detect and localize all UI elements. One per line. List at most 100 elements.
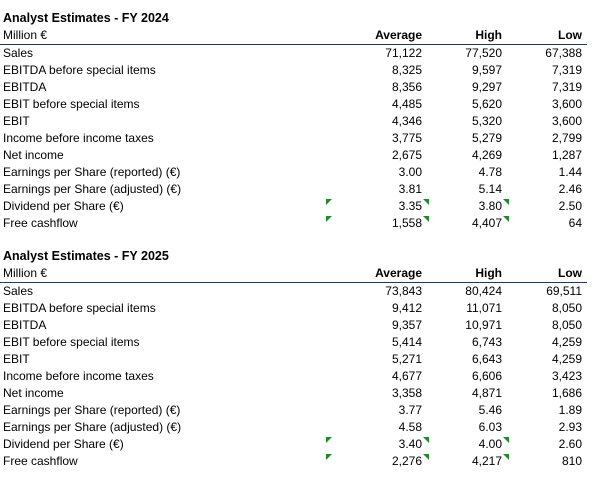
cell-high[interactable]: 11,071 [466,301,502,315]
cell-average[interactable]: 2,675 [391,148,422,162]
row-label[interactable]: Net income [3,386,64,400]
cell-low[interactable]: 1.89 [558,403,582,417]
cell-high[interactable]: 77,520 [465,46,502,60]
cell-high[interactable]: 10,971 [465,318,502,332]
row-label[interactable]: EBITDA before special items [3,63,156,77]
unit-label[interactable]: Million € [3,266,48,280]
cell-average[interactable]: 9,412 [391,301,422,315]
row-label[interactable]: EBITDA before special items [3,301,156,315]
cell-high[interactable]: 4.78 [478,165,502,179]
row-label[interactable]: Income before income taxes [3,131,154,145]
cell-high[interactable]: 4,217 [471,454,502,468]
cell-low[interactable]: 3,600 [551,97,582,111]
cell-high[interactable]: 4,871 [471,386,502,400]
cell-average[interactable]: 1,558 [391,216,422,230]
cell-low[interactable]: 7,319 [551,80,582,94]
cell-high[interactable]: 5,320 [471,114,502,128]
cell-low[interactable]: 3,423 [551,369,582,383]
header-average[interactable]: Average [375,266,422,280]
cell-low[interactable]: 2.50 [558,199,582,213]
cell-low[interactable]: 8,050 [551,318,582,332]
row-label[interactable]: Earnings per Share (adjusted) (€) [3,420,182,434]
cell-average[interactable]: 3.00 [398,165,422,179]
row-label[interactable]: EBIT before special items [3,335,140,349]
cell-high[interactable]: 6,743 [471,335,502,349]
cell-average[interactable]: 4,346 [391,114,422,128]
cell-high[interactable]: 3.80 [478,199,502,213]
cell-average[interactable]: 5,414 [391,335,422,349]
cell-average[interactable]: 73,843 [385,284,422,298]
header-average[interactable]: Average [375,28,422,42]
row-label[interactable]: Earnings per Share (adjusted) (€) [3,182,182,196]
cell-low[interactable]: 2.46 [558,182,582,196]
cell-average[interactable]: 3,358 [391,386,422,400]
cell-low[interactable]: 7,319 [551,63,582,77]
cell-low[interactable]: 2.60 [558,437,582,451]
cell-high[interactable]: 80,424 [465,284,502,298]
row-label[interactable]: Earnings per Share (reported) (€) [3,403,181,417]
row-label[interactable]: Dividend per Share (€) [3,437,124,451]
cell-low[interactable]: 810 [561,454,582,468]
cell-average[interactable]: 3,775 [391,131,422,145]
cell-high[interactable]: 5.46 [478,403,502,417]
cell-low[interactable]: 3,600 [551,114,582,128]
row-label[interactable]: Sales [3,46,34,60]
row-label[interactable]: Free cashflow [3,454,78,468]
cell-high[interactable]: 6.03 [478,420,502,434]
cell-high[interactable]: 4,407 [471,216,502,230]
table-row: Net income 3,358 4,871 1,686 [0,385,597,402]
cell-average[interactable]: 71,122 [385,46,422,60]
cell-average[interactable]: 9,357 [391,318,422,332]
cell-average[interactable]: 3.77 [398,403,422,417]
table-row: Dividend per Share (€) 3.35 3.80 2.50 [0,198,597,215]
header-high[interactable]: High [475,266,502,280]
cell-low[interactable]: 1,686 [551,386,582,400]
header-high[interactable]: High [475,28,502,42]
cell-average[interactable]: 2,276 [391,454,422,468]
row-label[interactable]: Dividend per Share (€) [3,199,124,213]
cell-high[interactable]: 9,597 [471,63,502,77]
table-title[interactable]: Analyst Estimates - FY 2024 [3,11,169,25]
cell-low[interactable]: 4,259 [551,352,582,366]
cell-high[interactable]: 5,279 [471,131,502,145]
row-label[interactable]: EBITDA [3,80,47,94]
cell-high[interactable]: 5.14 [478,182,502,196]
table-title[interactable]: Analyst Estimates - FY 2025 [3,249,169,263]
cell-average[interactable]: 8,325 [391,63,422,77]
cell-low[interactable]: 69,511 [546,284,582,298]
cell-low[interactable]: 1,287 [551,148,582,162]
row-label[interactable]: Sales [3,284,34,298]
cell-low[interactable]: 67,388 [545,46,582,60]
unit-label[interactable]: Million € [3,28,48,42]
cell-low[interactable]: 2.93 [558,420,582,434]
cell-average[interactable]: 3.81 [398,182,422,196]
cell-average[interactable]: 4,485 [391,97,422,111]
cell-low[interactable]: 64 [568,216,582,230]
cell-high[interactable]: 6,606 [471,369,502,383]
cell-average[interactable]: 8,356 [391,80,422,94]
header-low[interactable]: Low [558,28,582,42]
row-label[interactable]: EBIT [3,114,30,128]
row-label[interactable]: EBITDA [3,318,47,332]
row-label[interactable]: EBIT before special items [3,97,140,111]
row-label[interactable]: Income before income taxes [3,369,154,383]
row-label[interactable]: Net income [3,148,64,162]
cell-average[interactable]: 4.58 [398,420,422,434]
row-label[interactable]: EBIT [3,352,30,366]
cell-high[interactable]: 4,269 [471,148,502,162]
cell-average[interactable]: 4,677 [391,369,422,383]
cell-average[interactable]: 3.40 [398,437,422,451]
cell-average[interactable]: 3.35 [398,199,422,213]
cell-low[interactable]: 4,259 [551,335,582,349]
cell-high[interactable]: 9,297 [471,80,502,94]
cell-high[interactable]: 6,643 [471,352,502,366]
cell-high[interactable]: 4.00 [478,437,502,451]
cell-average[interactable]: 5,271 [391,352,422,366]
header-low[interactable]: Low [558,266,582,280]
cell-low[interactable]: 2,799 [551,131,582,145]
row-label[interactable]: Free cashflow [3,216,78,230]
cell-low[interactable]: 8,050 [551,301,582,315]
cell-low[interactable]: 1.44 [558,165,582,179]
row-label[interactable]: Earnings per Share (reported) (€) [3,165,181,179]
cell-high[interactable]: 5,620 [471,97,502,111]
